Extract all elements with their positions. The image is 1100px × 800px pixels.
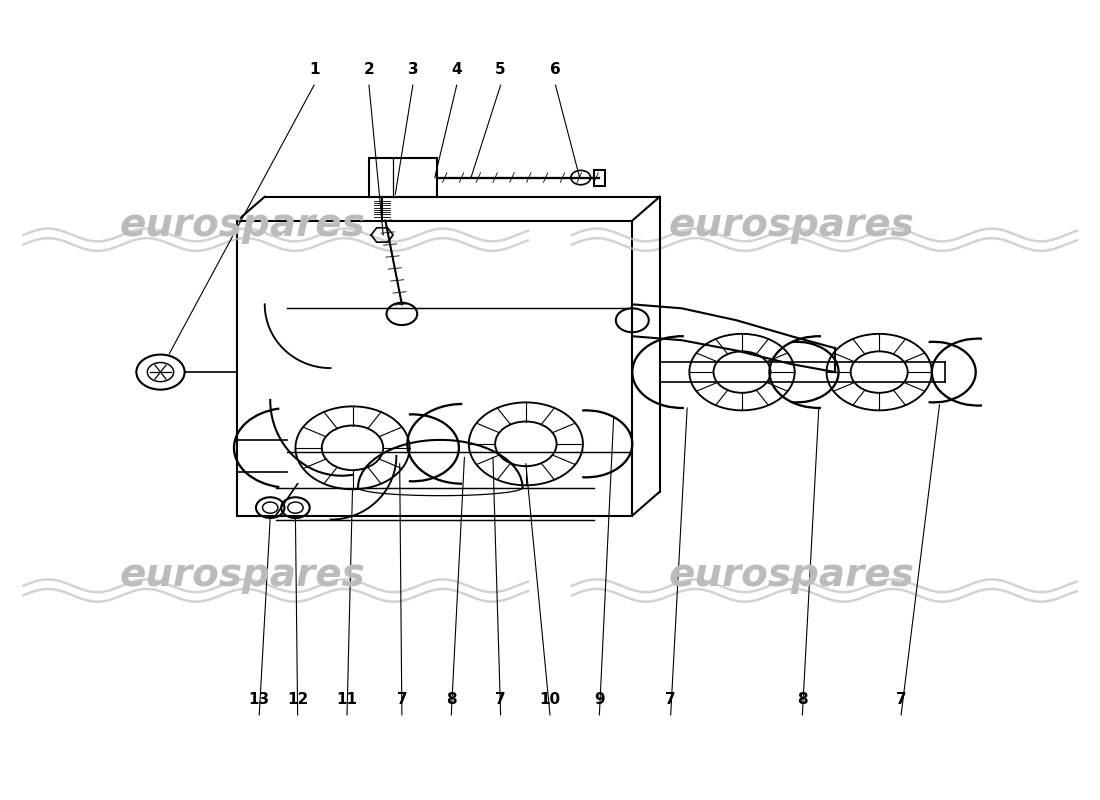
Text: 9: 9 bbox=[594, 692, 605, 707]
Text: 7: 7 bbox=[397, 692, 407, 707]
Text: 2: 2 bbox=[364, 62, 374, 77]
Bar bbox=[368, 158, 437, 197]
Text: 7: 7 bbox=[495, 692, 506, 707]
Text: eurospares: eurospares bbox=[120, 206, 365, 244]
Text: 1: 1 bbox=[309, 62, 319, 77]
Text: 5: 5 bbox=[495, 62, 506, 77]
Text: eurospares: eurospares bbox=[120, 556, 365, 594]
Text: 7: 7 bbox=[666, 692, 676, 707]
Text: 4: 4 bbox=[451, 62, 462, 77]
Text: 3: 3 bbox=[407, 62, 418, 77]
Text: 7: 7 bbox=[895, 692, 906, 707]
Text: 12: 12 bbox=[287, 692, 308, 707]
Text: eurospares: eurospares bbox=[669, 206, 914, 244]
Text: 6: 6 bbox=[550, 62, 561, 77]
Text: eurospares: eurospares bbox=[669, 556, 914, 594]
Bar bbox=[594, 170, 605, 186]
Text: 13: 13 bbox=[249, 692, 270, 707]
Text: 8: 8 bbox=[798, 692, 807, 707]
Text: 8: 8 bbox=[446, 692, 456, 707]
Text: 11: 11 bbox=[337, 692, 358, 707]
Text: 10: 10 bbox=[539, 692, 561, 707]
